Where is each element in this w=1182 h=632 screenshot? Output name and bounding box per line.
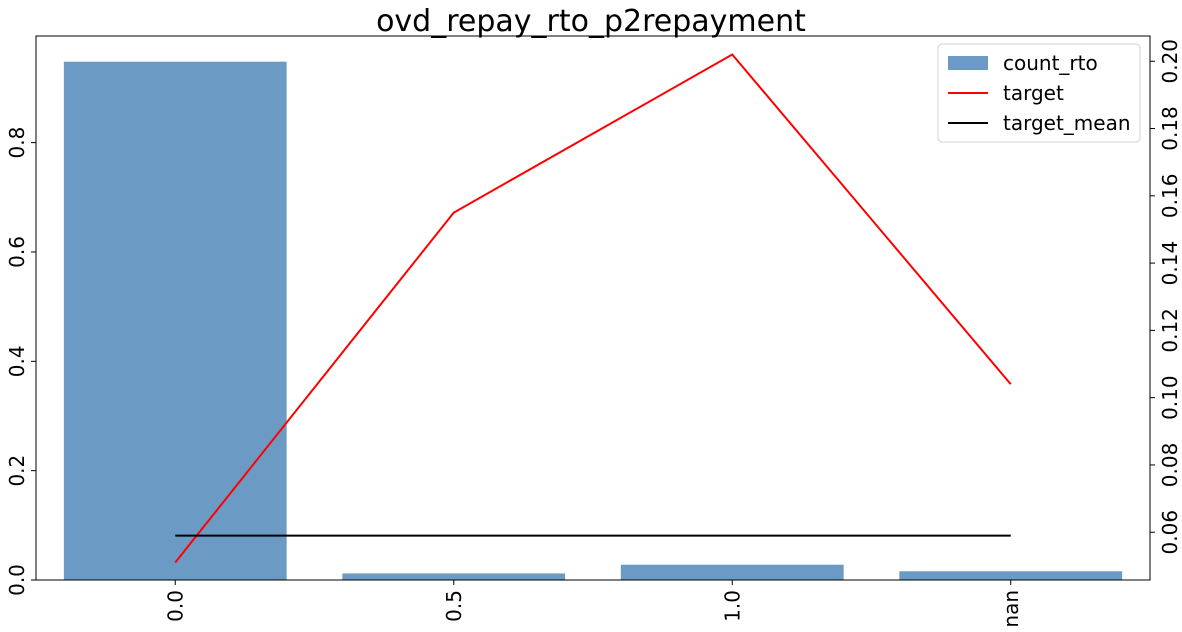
legend-swatch-count_rto <box>948 56 988 70</box>
right-tick-label: 0.12 <box>1158 308 1182 353</box>
chart-title: ovd_repay_rto_p2repayment <box>376 4 806 39</box>
bar-1.0 <box>620 564 844 580</box>
right-tick-label: 0.06 <box>1158 510 1182 555</box>
legend-label-target_mean: target_mean <box>1003 111 1131 135</box>
x-tick-label: 0.0 <box>163 590 187 622</box>
right-tick-label: 0.14 <box>1158 241 1182 286</box>
right-tick-label: 0.10 <box>1158 375 1182 420</box>
left-tick-label: 0.0 <box>5 564 29 596</box>
series-line-target <box>174 53 1012 564</box>
x-tick-label: nan <box>999 590 1023 628</box>
legend-label-target: target <box>1003 81 1064 105</box>
legend-box <box>937 43 1141 143</box>
left-tick-label: 0.4 <box>5 345 29 377</box>
x-tick-label: 0.5 <box>442 590 466 622</box>
right-tick-label: 0.16 <box>1158 174 1182 219</box>
right-tick-label: 0.20 <box>1158 39 1182 84</box>
x-tick-label: 1.0 <box>720 590 744 622</box>
bar-nan <box>899 571 1123 580</box>
bar-0.0 <box>63 61 287 581</box>
plot-area: 0.0 0.2 0.4 0.6 0.8 0.06 0.08 0.10 0.12 0.14 0.16 0… <box>5 35 1182 628</box>
axes-frame <box>35 35 1151 581</box>
right-tick-label: 0.18 <box>1158 106 1182 151</box>
left-tick-label: 0.2 <box>5 455 29 487</box>
bar-0.5 <box>342 573 566 580</box>
legend-label-count_rto: count_rto <box>1003 51 1098 75</box>
left-tick-label: 0.6 <box>5 236 29 268</box>
right-tick-label: 0.08 <box>1158 443 1182 488</box>
left-tick-label: 0.8 <box>5 127 29 159</box>
